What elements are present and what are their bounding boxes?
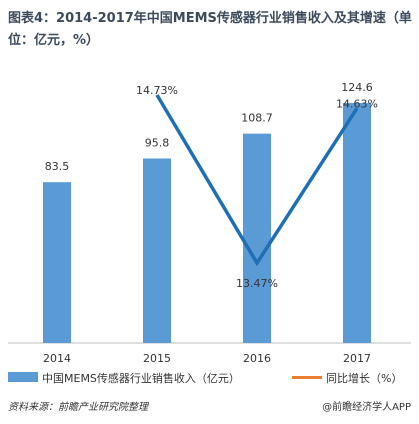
bar-label-2015: 95.8 [145,136,170,149]
bar-2017 [343,103,371,343]
growth-line [155,94,359,267]
growth-label-2017: 14.63% [336,97,378,110]
legend-label-revenue: 中国MEMS传感器行业销售收入（亿元） [42,372,240,385]
x-tick-2015: 2015 [143,352,171,365]
legend: 中国MEMS传感器行业销售收入（亿元） 同比增长（%） [0,370,419,386]
credit-note: @前瞻经济学人APP [322,402,411,413]
bar-label-2016: 108.7 [241,112,273,125]
bar-label-2017: 124.6 [341,81,373,94]
bar-2015 [143,158,171,343]
chart-title: 图表4：2014-2017年中国MEMS传感器行业销售收入及其增速（单位：亿元，… [8,11,412,48]
growth-label-2015: 14.73% [136,84,178,97]
bar-label-2014: 83.5 [45,160,70,173]
legend-label-growth: 同比增长（%） [326,372,403,385]
legend-swatch-revenue [8,372,38,382]
bar-2014 [43,182,71,343]
bar-2016 [243,133,271,343]
growth-label-2016: 13.47% [236,277,278,290]
x-tick-2014: 2014 [43,352,71,365]
x-tick-2017: 2017 [343,352,371,365]
x-tick-2016: 2016 [243,352,271,365]
source-note: 资料来源：前瞻产业研究院整理 [8,402,148,413]
legend-swatch-growth [292,376,322,379]
